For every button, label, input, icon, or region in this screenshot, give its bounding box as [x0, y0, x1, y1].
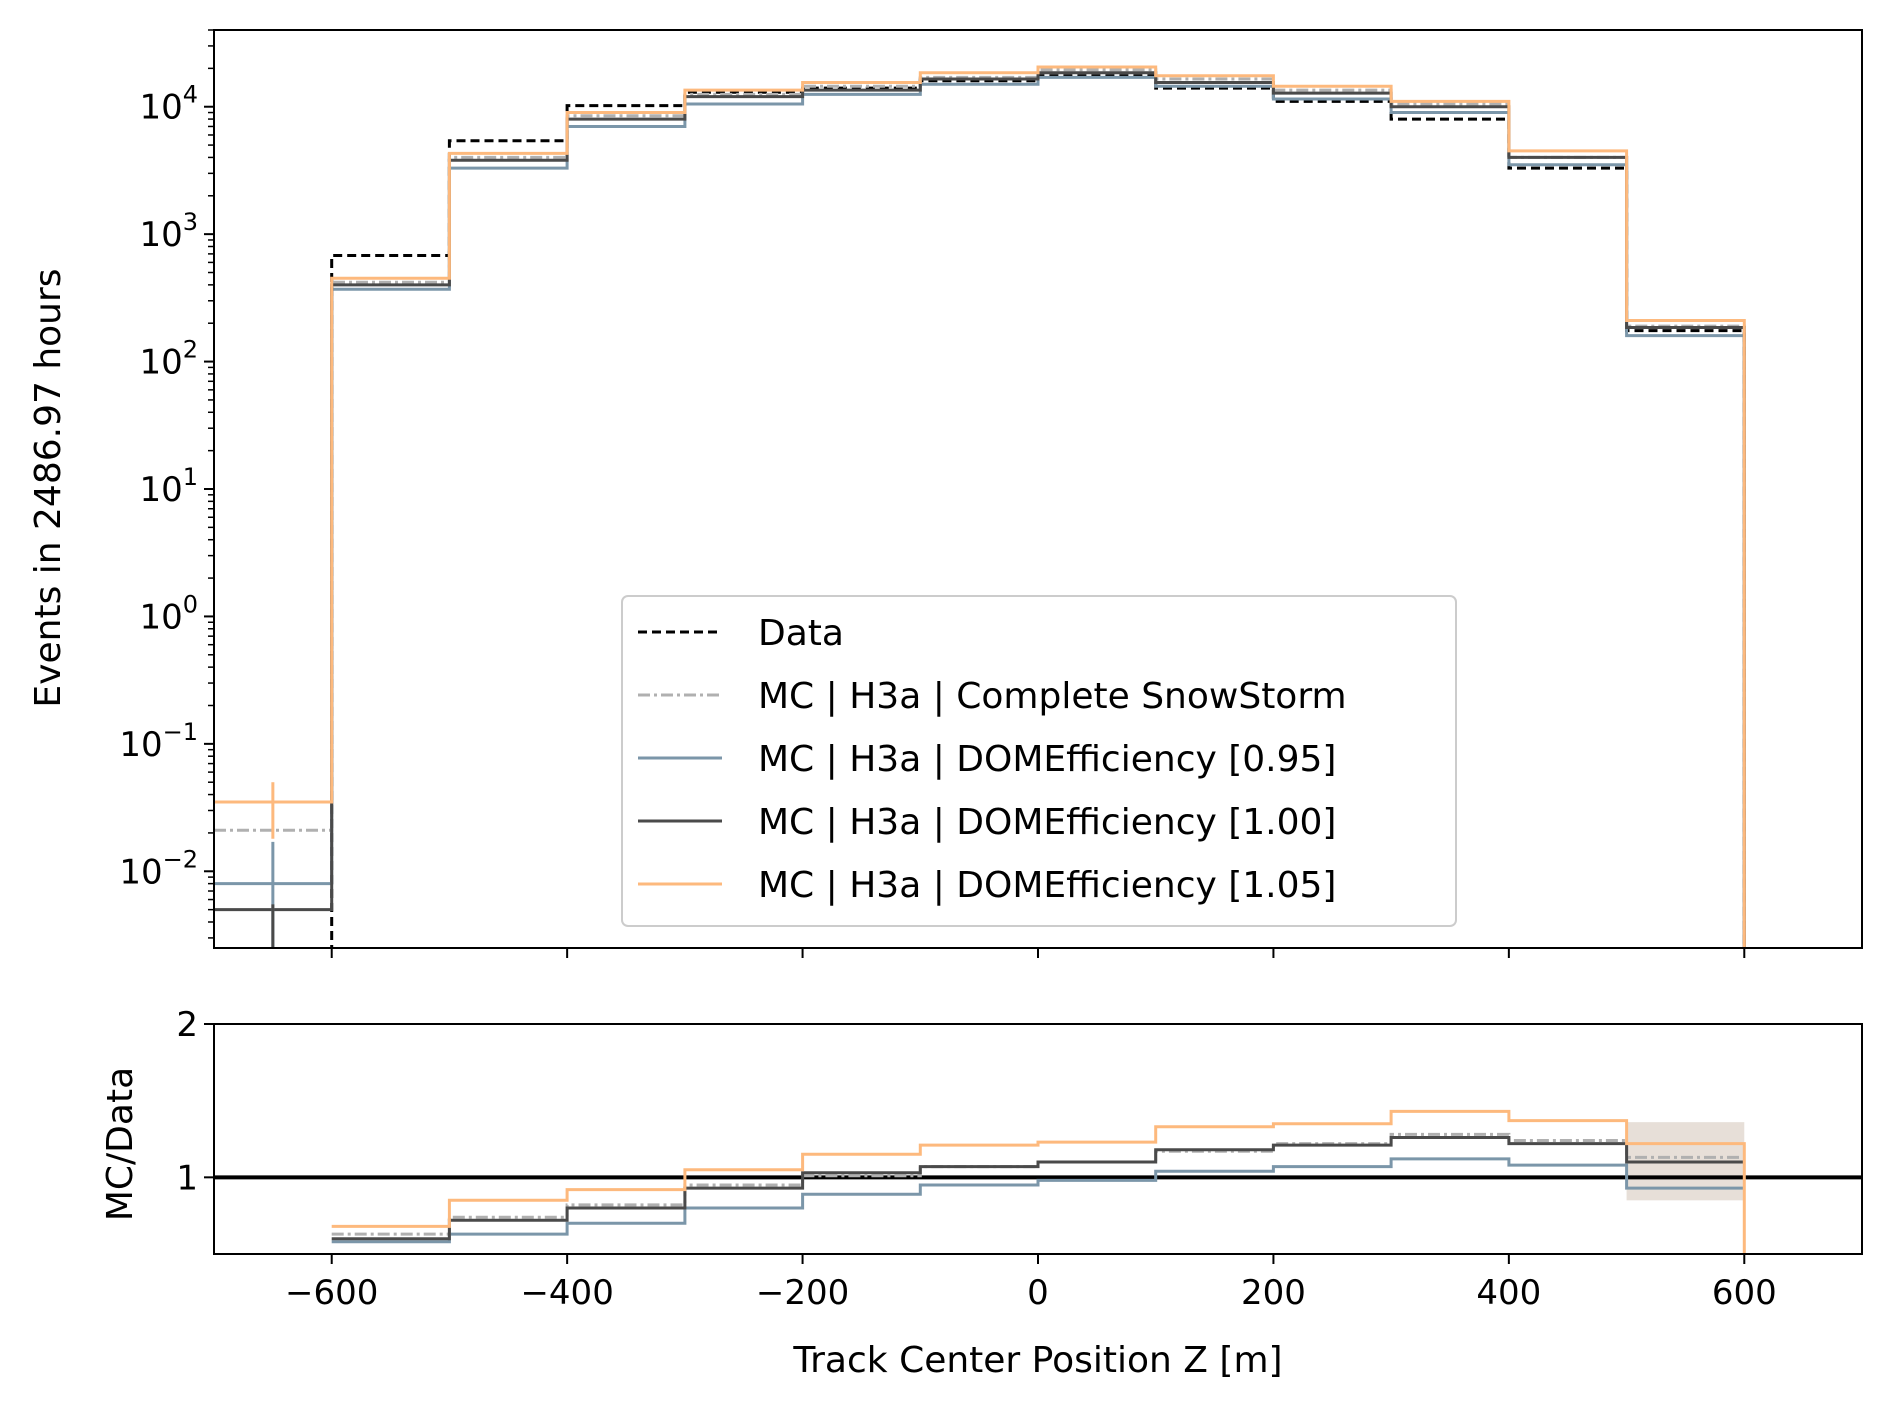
legend-label: Data [758, 613, 844, 654]
x-tick-label: 600 [1712, 1273, 1777, 1313]
legend-label: MC | H3a | DOMEfficiency [0.95] [758, 739, 1336, 780]
ratio-y-tick-label: 2 [176, 1005, 198, 1045]
ratio-series-line [331, 1109, 1746, 1254]
main-y-axis-label: Events in 2486.97 hours [28, 268, 69, 707]
x-axis-label: Track Center Position Z [m] [792, 1340, 1282, 1381]
y-tick-label: 100 [139, 590, 198, 637]
y-tick-label: 101 [139, 463, 198, 510]
y-tick-label: 10−1 [119, 718, 198, 765]
legend-label: MC | H3a | DOMEfficiency [1.05] [758, 865, 1336, 906]
main-panel: 10−2 10−1 100 101 102 103 104 [119, 29, 1863, 958]
y-tick-label: 104 [139, 81, 198, 128]
ratio-series-line [331, 1136, 1745, 1241]
y-tick-label: 10−2 [119, 845, 198, 892]
legend-box [621, 595, 1457, 927]
ratio-series-line [331, 1157, 1745, 1244]
legend: Data MC | H3a | Complete SnowStorm MC | H3… [621, 595, 1457, 927]
x-tick-label: −200 [756, 1273, 849, 1313]
x-tick-label: −400 [520, 1273, 613, 1313]
legend-label: MC | H3a | Complete SnowStorm [758, 676, 1347, 717]
x-tick-label: 200 [1241, 1273, 1306, 1313]
x-tick-label: −600 [285, 1273, 378, 1313]
ratio-y-tick-label: 1 [176, 1158, 198, 1198]
x-tick-label: 0 [1027, 1273, 1049, 1313]
ratio-panel: 1 2 −600 −400 −200 0 200 400 600 [176, 1005, 1863, 1313]
ratio-y-axis-label: MC/Data [100, 1067, 141, 1221]
legend-label: MC | H3a | DOMEfficiency [1.00] [758, 802, 1336, 843]
y-tick-label: 102 [139, 336, 198, 383]
main-series-line [214, 65, 1746, 948]
y-tick-label: 103 [139, 208, 198, 255]
x-tick-label: 400 [1476, 1273, 1541, 1313]
